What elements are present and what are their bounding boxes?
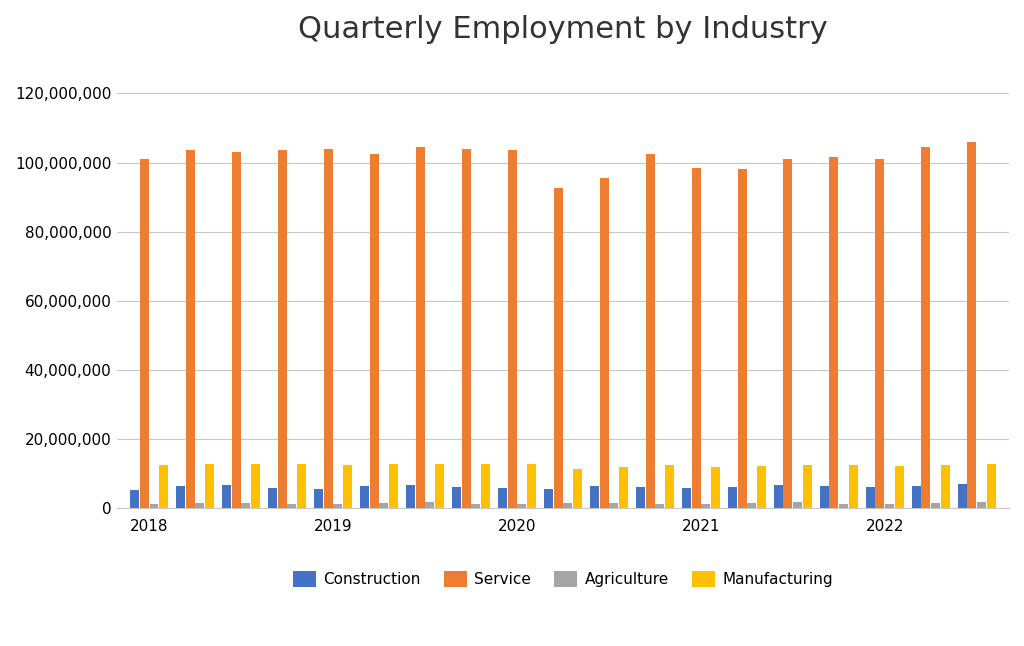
Bar bbox=[757, 466, 766, 508]
Bar bbox=[840, 505, 848, 508]
Bar bbox=[609, 503, 618, 508]
Bar bbox=[297, 464, 306, 508]
Bar bbox=[268, 488, 276, 508]
Bar bbox=[160, 465, 168, 508]
Bar bbox=[139, 159, 148, 508]
Bar bbox=[508, 151, 516, 508]
Bar bbox=[554, 189, 562, 508]
Bar bbox=[911, 486, 921, 508]
Bar bbox=[435, 464, 444, 508]
Bar bbox=[590, 486, 599, 508]
Bar bbox=[655, 505, 665, 508]
Bar bbox=[701, 505, 711, 508]
Bar bbox=[334, 505, 342, 508]
Bar bbox=[957, 484, 967, 508]
Bar bbox=[425, 502, 434, 508]
Bar bbox=[895, 466, 904, 508]
Bar bbox=[636, 486, 645, 508]
Bar bbox=[885, 505, 894, 508]
Bar bbox=[645, 154, 654, 508]
Bar bbox=[774, 484, 782, 508]
Bar bbox=[205, 464, 214, 508]
Bar bbox=[865, 487, 874, 508]
Bar bbox=[314, 489, 323, 508]
Bar bbox=[794, 502, 802, 508]
Bar bbox=[544, 489, 553, 508]
Bar bbox=[977, 502, 986, 508]
Bar bbox=[682, 488, 691, 508]
Bar bbox=[406, 484, 415, 508]
Bar bbox=[176, 486, 185, 508]
Bar bbox=[185, 151, 195, 508]
Bar bbox=[130, 490, 139, 508]
Title: Quarterly Employment by Industry: Quarterly Employment by Industry bbox=[298, 15, 827, 44]
Bar bbox=[666, 465, 674, 508]
Bar bbox=[819, 486, 828, 508]
Bar bbox=[783, 159, 793, 508]
Bar bbox=[343, 464, 352, 508]
Bar bbox=[849, 465, 858, 508]
Bar bbox=[517, 505, 526, 508]
Bar bbox=[968, 141, 977, 508]
Bar bbox=[563, 503, 572, 508]
Bar bbox=[922, 147, 931, 508]
Bar bbox=[691, 168, 700, 508]
Bar bbox=[324, 149, 333, 508]
Bar bbox=[359, 486, 369, 508]
Bar bbox=[527, 464, 537, 508]
Bar bbox=[389, 464, 398, 508]
Bar bbox=[748, 503, 757, 508]
Bar bbox=[288, 505, 297, 508]
Bar bbox=[728, 486, 736, 508]
Bar bbox=[471, 505, 480, 508]
Bar bbox=[803, 465, 812, 508]
Bar bbox=[941, 464, 950, 508]
Bar bbox=[737, 169, 746, 508]
Bar bbox=[711, 467, 720, 508]
Bar bbox=[242, 503, 251, 508]
Bar bbox=[452, 487, 461, 508]
Bar bbox=[222, 485, 231, 508]
Bar bbox=[462, 149, 471, 508]
Bar bbox=[600, 178, 608, 508]
Bar bbox=[251, 464, 260, 508]
Bar bbox=[196, 503, 205, 508]
Bar bbox=[498, 488, 507, 508]
Bar bbox=[481, 464, 490, 508]
Bar bbox=[829, 158, 839, 508]
Bar bbox=[231, 152, 241, 508]
Bar bbox=[416, 147, 425, 508]
Bar bbox=[987, 464, 996, 508]
Bar bbox=[278, 151, 287, 508]
Bar bbox=[380, 503, 388, 508]
Bar bbox=[370, 154, 379, 508]
Bar bbox=[931, 503, 940, 508]
Bar bbox=[150, 504, 159, 508]
Bar bbox=[876, 159, 885, 508]
Bar bbox=[620, 466, 628, 508]
Legend: Construction, Service, Agriculture, Manufacturing: Construction, Service, Agriculture, Manu… bbox=[287, 565, 839, 594]
Bar bbox=[573, 470, 582, 508]
